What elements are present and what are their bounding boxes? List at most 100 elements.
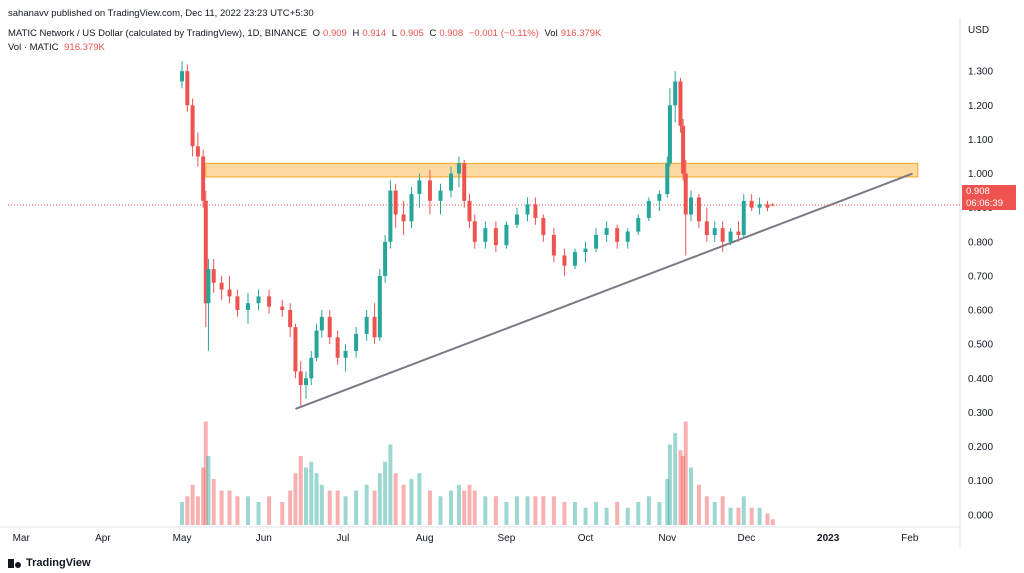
volume-bar <box>683 421 688 525</box>
x-tick-label: Jul <box>337 533 350 544</box>
volume-bar <box>267 496 272 525</box>
low-value: 0.905 <box>400 28 424 39</box>
candle-body <box>562 255 567 266</box>
candle-body <box>364 316 369 334</box>
candle-body <box>749 200 754 208</box>
y-tick-label: 0.600 <box>968 306 993 317</box>
candle-body <box>467 200 472 222</box>
volume-bar <box>383 461 388 525</box>
low-label: L <box>391 28 398 39</box>
high-label: H <box>352 28 360 39</box>
candle-body <box>696 197 701 222</box>
y-tick-label: 0.100 <box>968 476 993 487</box>
x-tick-label: Dec <box>737 533 755 544</box>
volume-bar <box>770 519 775 525</box>
x-tick-label: 2023 <box>817 533 840 544</box>
volume-bar <box>280 502 285 525</box>
candle-body <box>657 194 662 201</box>
candle-body <box>770 204 775 206</box>
x-tick-label: Sep <box>498 533 516 544</box>
volume-bar <box>203 421 208 525</box>
volume-bar <box>185 496 190 525</box>
y-tick-label: 1.300 <box>968 67 993 78</box>
candle-body <box>195 146 200 157</box>
candle-body <box>765 204 770 208</box>
volume-bar <box>354 490 359 525</box>
volume-label: Vol · MATIC <box>8 42 59 53</box>
volume-bar <box>195 496 200 525</box>
volume-bar <box>335 490 340 525</box>
volume-bar <box>646 496 651 525</box>
candle-body <box>190 105 195 147</box>
candle-body <box>203 200 208 304</box>
x-tick-label: Oct <box>578 533 594 544</box>
volume-bar <box>309 461 314 525</box>
y-tick-label: 0.000 <box>968 510 993 521</box>
candle-body <box>245 303 250 311</box>
volume-bar <box>678 450 683 525</box>
x-tick-label: Aug <box>416 533 434 544</box>
volume-bar <box>572 502 577 525</box>
volume-bar <box>673 433 678 525</box>
volume-bar <box>689 467 694 525</box>
volume-bar <box>736 507 741 525</box>
candle-body <box>335 337 340 358</box>
candle-body <box>736 231 741 235</box>
volume-bar <box>298 456 303 525</box>
candle-body <box>393 190 398 215</box>
volume-bar <box>615 502 620 525</box>
candle-body <box>493 228 498 246</box>
candle-body <box>456 163 461 174</box>
volume-bar <box>525 496 530 525</box>
volume-bar <box>377 473 382 525</box>
volume-bar <box>256 502 261 525</box>
volume-bar <box>681 456 686 525</box>
volume-bar <box>551 496 556 525</box>
volume-bar <box>227 490 232 525</box>
candle-body <box>757 204 762 208</box>
y-tick-label: 0.800 <box>968 237 993 248</box>
last-price-tag: 0.908 06:06:39 <box>962 185 1016 210</box>
open-value: 0.909 <box>323 28 347 39</box>
volume-bar <box>409 479 414 525</box>
candle-body <box>354 333 359 351</box>
candle-body <box>327 316 332 338</box>
y-tick-label: 0.400 <box>968 374 993 385</box>
candle-body <box>712 228 717 235</box>
candle-body <box>409 194 414 222</box>
volume-bar <box>201 467 206 525</box>
candle-body <box>728 231 733 242</box>
candle-body <box>235 296 240 311</box>
candle-body <box>683 173 688 215</box>
close-value: 0.908 <box>439 28 464 39</box>
volume-bar <box>314 473 319 525</box>
volume-bar <box>720 496 725 525</box>
candle-body <box>741 200 746 235</box>
volume-bar <box>327 490 332 525</box>
y-tick-label: 0.700 <box>968 271 993 282</box>
tradingview-brand[interactable]: TradingView <box>8 557 91 569</box>
candle-body <box>681 125 686 174</box>
volume-bar <box>696 484 701 525</box>
volume-bar <box>741 496 746 525</box>
volume-bar <box>636 502 641 525</box>
volume-bar <box>667 444 672 525</box>
candle-body <box>401 214 406 222</box>
candle-body <box>594 234 599 249</box>
volume-bar <box>483 496 488 525</box>
candle-body <box>551 234 556 256</box>
candle-body <box>449 173 454 191</box>
ascending-trendline <box>295 172 913 410</box>
candle-body <box>615 228 620 242</box>
candle-body <box>206 269 211 304</box>
change-value: −0.001 (−0.11%) <box>468 28 539 39</box>
candle-body <box>427 180 432 201</box>
volume-bar <box>364 484 369 525</box>
candle-body <box>185 71 190 106</box>
volume-bar <box>533 496 538 525</box>
resistance-zone <box>205 162 919 178</box>
volume-bar <box>757 507 762 525</box>
volume-bar <box>303 467 308 525</box>
candle-body <box>293 327 298 372</box>
